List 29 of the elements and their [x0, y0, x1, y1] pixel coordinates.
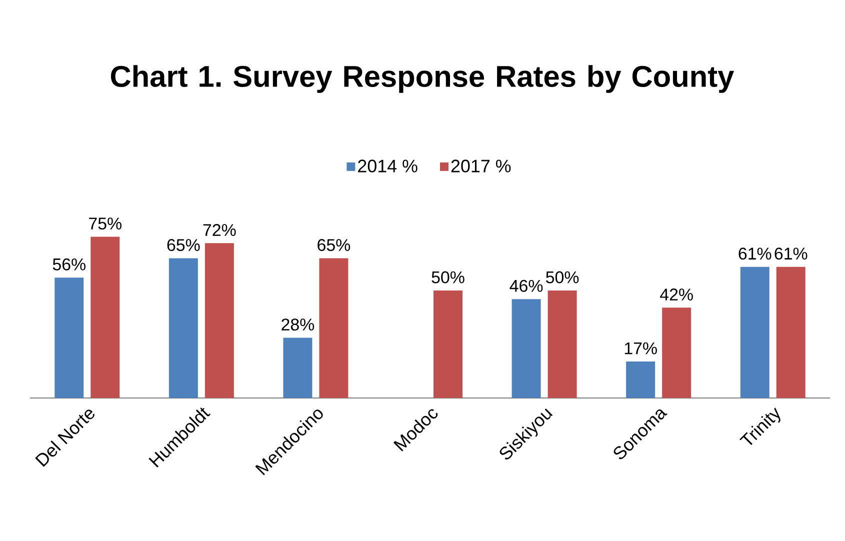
data-label: 61%	[738, 248, 772, 260]
bar	[512, 299, 541, 398]
bar	[283, 338, 312, 398]
data-label: 42%	[660, 288, 693, 300]
data-label: 75%	[89, 218, 122, 230]
data-label: 65%	[167, 239, 200, 252]
legend-label: 2017 %	[451, 160, 511, 172]
bar	[626, 361, 656, 398]
chart-title: Chart 1. Survey Response Rates by County	[110, 65, 734, 93]
data-label: 72%	[203, 224, 236, 236]
data-label: 61%	[774, 248, 808, 260]
data-label: 50%	[432, 271, 464, 284]
bar	[662, 308, 692, 398]
bar	[548, 290, 577, 398]
bar	[319, 258, 348, 398]
data-label: 65%	[318, 239, 350, 252]
legend-label: 2014 %	[358, 160, 418, 172]
bar	[168, 258, 198, 398]
data-label: 28%	[282, 318, 314, 331]
bar	[54, 278, 84, 398]
bar	[90, 236, 120, 398]
data-label: 17%	[624, 342, 657, 354]
data-label: 56%	[52, 258, 86, 270]
bar	[204, 243, 234, 398]
bar	[776, 266, 806, 398]
data-label: 46%	[510, 280, 543, 292]
bar	[740, 266, 770, 398]
data-label: 50%	[546, 271, 579, 284]
bar	[434, 290, 463, 398]
